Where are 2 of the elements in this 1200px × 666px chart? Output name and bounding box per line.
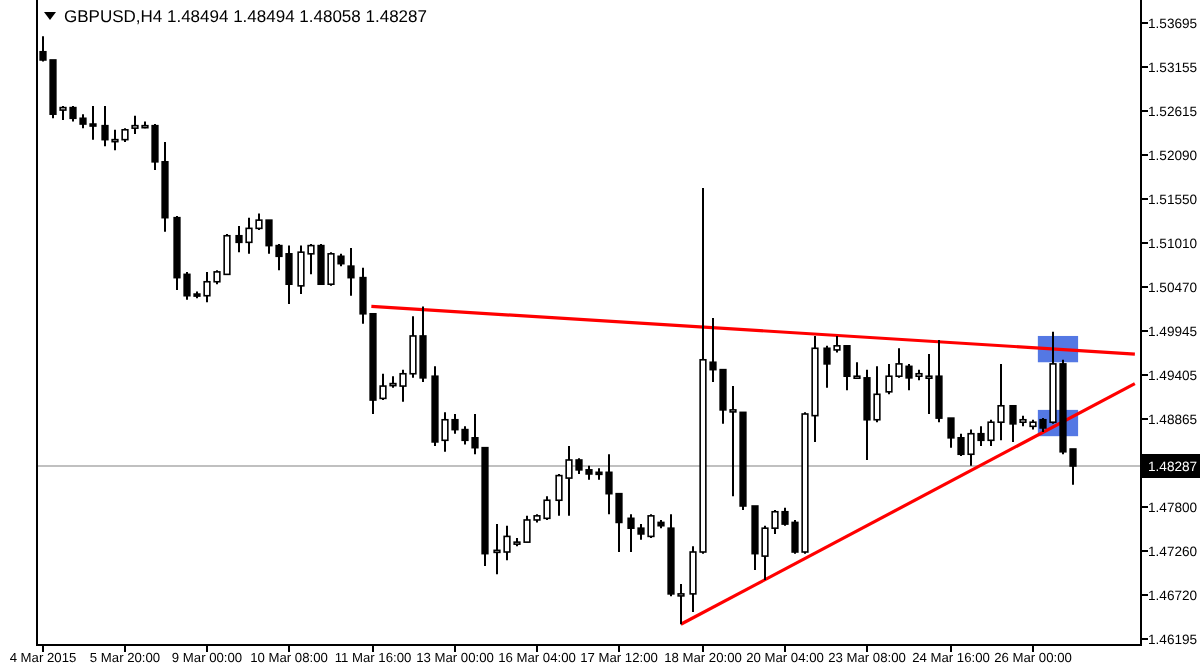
candlestick	[347, 247, 355, 297]
chart-title: GBPUSD,H4 1.48494 1.48494 1.48058 1.48287	[64, 6, 428, 26]
